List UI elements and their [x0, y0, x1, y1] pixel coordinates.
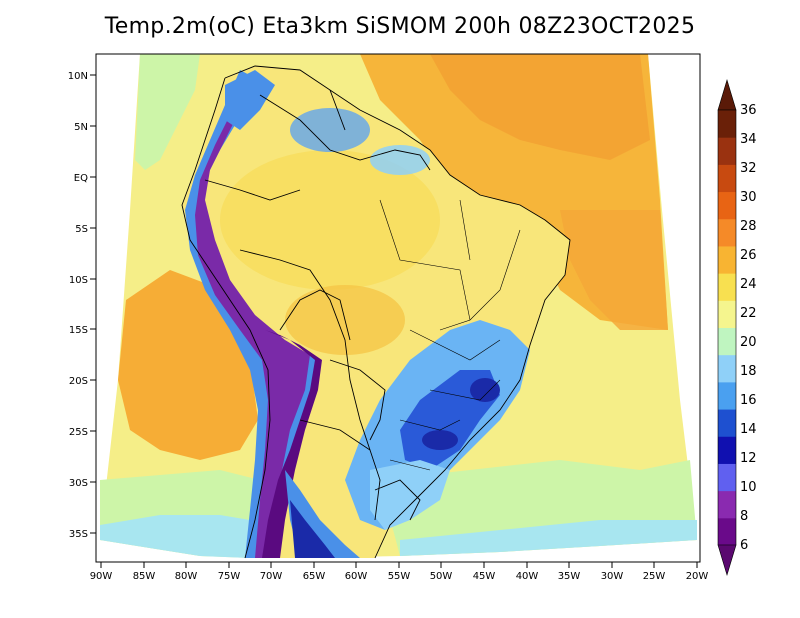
colorbar-bin: [718, 273, 736, 301]
latitude-axis: 10N 5N EQ 5S 10S 15S 20S 25S 30S 35S: [68, 71, 96, 540]
colorbar-label: 10: [740, 480, 757, 495]
colorbar-bin: [718, 218, 736, 247]
lon-label: 60W: [345, 571, 368, 582]
temperature-field: [100, 54, 697, 558]
atlantic-mid-warm: [560, 210, 668, 330]
andes-high-core: [195, 80, 310, 558]
atlantic-hot-zone: [430, 54, 650, 160]
lon-label: 75W: [218, 571, 241, 582]
lat-label: 25S: [69, 427, 88, 438]
colorbar-label: 30: [740, 190, 757, 205]
colorbar-bin: [718, 191, 736, 220]
lon-label: 30W: [601, 571, 624, 582]
colorbar-bin: [718, 327, 736, 356]
border-uruguay: [374, 479, 421, 521]
colorbar-bin: [718, 490, 736, 519]
lon-label: 80W: [175, 571, 198, 582]
colorbar-frame: [717, 109, 737, 546]
colorbar-label: 8: [740, 509, 748, 524]
lat-label: 10N: [68, 71, 88, 82]
border-argentina: [299, 419, 381, 521]
lon-label: 45W: [473, 571, 496, 582]
colorbar-bin: [718, 517, 736, 546]
lon-label: 20W: [686, 571, 709, 582]
colorbar-under-arrow: [717, 544, 737, 577]
lon-label: 65W: [303, 571, 326, 582]
map-title: Temp.2m(oC) Eta3km SiSMOM 200h 08Z23OCT2…: [104, 14, 696, 39]
parana-cold-spot: [422, 430, 458, 450]
colorbar-label: 34: [740, 132, 757, 147]
northern-cool-area: [290, 108, 370, 152]
lat-label: 10S: [69, 275, 88, 286]
lon-label: 25W: [643, 571, 666, 582]
colorbar-label: 24: [740, 277, 757, 292]
colorbar-label: 20: [740, 335, 757, 350]
lat-label: 20S: [69, 376, 88, 387]
colorbar-bin: [718, 381, 736, 410]
colorbar-bin: [718, 436, 736, 464]
coastline: [181, 65, 571, 559]
south-brazil-cool: [370, 460, 450, 530]
border-bolivia: [279, 289, 351, 341]
border-brazil-west: [239, 249, 371, 451]
lon-label: 50W: [430, 571, 453, 582]
lat-label: EQ: [74, 173, 88, 184]
colorbar-label: 14: [740, 422, 757, 437]
border-brazil-north: [299, 119, 431, 171]
colorbar-bin: [718, 300, 736, 328]
colorbar-label: 6: [740, 538, 748, 553]
colorbar-label: 12: [740, 451, 757, 466]
south-pacific-cold: [100, 515, 250, 558]
lon-label: 40W: [516, 571, 539, 582]
altiplano-cold: [262, 330, 322, 558]
lat-label: 5S: [75, 224, 88, 235]
lon-label: 35W: [558, 571, 581, 582]
lon-label: 90W: [90, 571, 113, 582]
colorbar-bin: [718, 409, 736, 437]
colorbar-label: 22: [740, 306, 757, 321]
colorbar-bins: [717, 109, 737, 546]
colorbar-bin: [718, 137, 736, 165]
colorbar: 36 34 32 30 28 26 24 22 20 18 16 14 12 1…: [717, 78, 757, 577]
longitude-axis: 90W 85W 80W 75W 70W 65W 60W 55W 50W 45W …: [90, 562, 709, 582]
colorbar-label: 18: [740, 364, 757, 379]
lon-label: 55W: [388, 571, 411, 582]
north-pacific-cool: [135, 54, 200, 170]
lon-label: 85W: [133, 571, 156, 582]
political-boundaries: [181, 65, 571, 559]
states-brazil: [379, 199, 521, 471]
colorbar-labels: 36 34 32 30 28 26 24 22 20 18 16 14 12 1…: [740, 103, 757, 553]
colorbar-label: 26: [740, 248, 757, 263]
lon-label: 70W: [260, 571, 283, 582]
colorbar-bin: [718, 354, 736, 383]
lat-label: 15S: [69, 325, 88, 336]
colorbar-label: 28: [740, 219, 757, 234]
lat-label: 30S: [69, 478, 88, 489]
guiana-cool-area: [370, 145, 430, 175]
border-paraguay: [329, 359, 386, 441]
colorbar-label: 16: [740, 393, 757, 408]
border-venezuela: [259, 89, 346, 131]
colorbar-over-arrow: [717, 78, 737, 111]
colorbar-label: 36: [740, 103, 757, 118]
colorbar-label: 32: [740, 161, 757, 176]
colorbar-bin: [718, 110, 736, 138]
lat-label: 35S: [69, 529, 88, 540]
minas-cold-spot: [470, 378, 500, 402]
border-colombia-peru: [204, 179, 301, 201]
colorbar-bin: [718, 463, 736, 492]
colorbar-bin: [718, 245, 736, 274]
map-frame: [95, 53, 701, 563]
amazon-warm-area: [220, 150, 440, 290]
patagonia-deep-cold: [290, 500, 335, 558]
colorbar-bin: [718, 164, 736, 193]
lat-label: 5N: [74, 122, 88, 133]
andes-north-cold: [225, 70, 275, 130]
south-atlantic-cold: [400, 520, 697, 556]
